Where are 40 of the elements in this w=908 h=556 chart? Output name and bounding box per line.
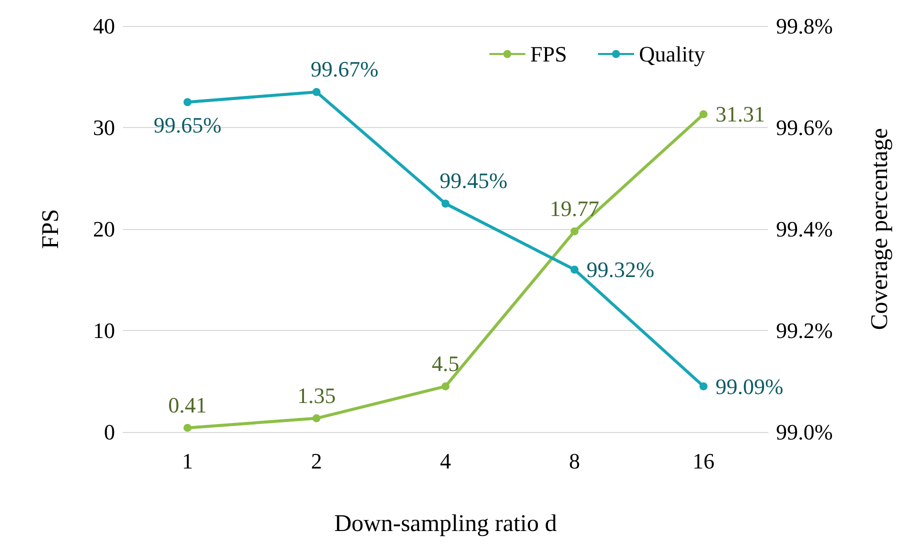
data-label: 1.35 bbox=[297, 382, 336, 408]
point bbox=[700, 110, 708, 118]
y-axis-title: FPS bbox=[38, 208, 64, 250]
point bbox=[442, 382, 450, 390]
y2-tick-label: 99.6% bbox=[776, 115, 833, 140]
y2-tick-label: 99.2% bbox=[776, 318, 833, 343]
x-tick-label: 2 bbox=[311, 448, 322, 474]
y2-tick-label: 99.4% bbox=[776, 216, 833, 242]
y-tick-label: 0 bbox=[104, 420, 115, 444]
point bbox=[184, 424, 192, 432]
y2-tick-label: 99.8% bbox=[776, 14, 833, 38]
y2-axis-title: Coverage percentage bbox=[867, 128, 893, 330]
y2-tick-label: 99.0% bbox=[776, 420, 833, 444]
point bbox=[570, 266, 578, 274]
data-label: 0.41 bbox=[168, 392, 207, 418]
data-label: 99.45% bbox=[440, 168, 508, 194]
x-tick-label: 16 bbox=[692, 448, 714, 474]
x-axis-title: Down-sampling ratio d bbox=[334, 511, 557, 537]
data-label: 99.67% bbox=[310, 56, 378, 82]
point bbox=[442, 200, 450, 208]
data-label: 19.77 bbox=[550, 196, 600, 221]
legend-label: FPS bbox=[530, 42, 568, 66]
point bbox=[312, 88, 320, 96]
point bbox=[184, 98, 192, 106]
y-tick-label: 40 bbox=[93, 14, 115, 38]
point bbox=[312, 414, 320, 422]
point bbox=[700, 382, 708, 390]
point bbox=[570, 227, 578, 236]
legend-label: Quality bbox=[639, 42, 706, 66]
y-tick-label: 30 bbox=[93, 115, 115, 140]
data-label: 4.5 bbox=[432, 350, 460, 376]
x-tick-label: 1 bbox=[182, 448, 193, 474]
data-label: 99.32% bbox=[586, 257, 654, 282]
data-label: 99.09% bbox=[716, 374, 784, 399]
x-tick-label: 8 bbox=[569, 448, 580, 474]
y-tick-label: 10 bbox=[93, 318, 115, 343]
y-tick-label: 20 bbox=[93, 216, 115, 242]
x-tick-label: 4 bbox=[440, 448, 451, 474]
data-label: 31.31 bbox=[716, 102, 765, 127]
data-label: 99.65% bbox=[154, 112, 222, 138]
